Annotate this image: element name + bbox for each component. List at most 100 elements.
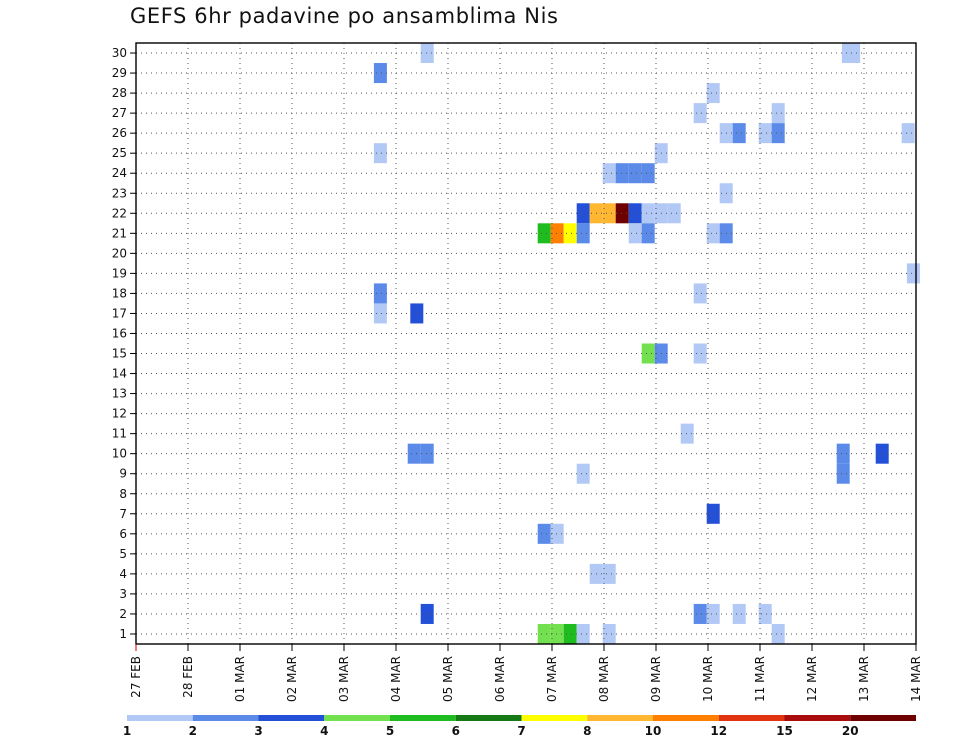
precip-cell [563,223,577,244]
legend-label: 3 [254,724,262,738]
x-tick-label: 08 MAR [597,656,611,702]
legend-swatch [455,715,522,721]
precip-cell [693,343,707,364]
y-tick-label: 28 [112,86,127,100]
legend-swatch [324,715,390,721]
precip-cell [420,603,434,624]
legend-label: 10 [645,724,662,738]
precip-cell [373,303,387,324]
y-tick-label: 4 [119,567,127,581]
precip-cell [706,603,720,624]
x-tick-label: 06 MAR [493,656,507,702]
legend-swatch [127,715,193,721]
plot-frame [135,42,917,645]
precip-cell [602,563,616,584]
precip-cell [641,163,655,184]
legend-swatch [521,715,588,721]
legend-swatch [784,715,851,721]
precip-cell [615,163,629,184]
legend-swatch [192,715,259,721]
precip-cell [373,283,387,304]
legend-swatch [718,715,785,721]
legend-swatch [390,715,456,721]
precip-cell [602,203,616,224]
precip-cell [901,123,915,144]
y-tick-label: 13 [112,387,127,401]
x-tick-label: 13 MAR [857,656,871,702]
precip-cell [615,203,629,224]
precip-cell [576,463,590,484]
y-tick-label: 27 [112,106,127,120]
precip-cell [550,623,564,644]
precip-cell [758,123,772,144]
y-tick-label: 6 [119,527,127,541]
x-tick-label: 10 MAR [701,656,715,702]
precip-cell [602,623,616,644]
precip-cell [693,603,707,624]
precip-cell [537,523,551,544]
legend-label: 7 [517,724,525,738]
y-tick-label: 5 [119,547,127,561]
y-tick-label: 29 [112,66,127,80]
y-tick-label: 22 [112,206,127,220]
y-tick-label: 30 [112,46,127,60]
legend-swatch [587,715,653,721]
legend-label: 15 [776,724,793,738]
y-tick-label: 26 [112,126,127,140]
x-tick-label: 07 MAR [545,656,559,702]
x-tick-label: 12 MAR [805,656,819,702]
precip-cell [847,43,861,64]
y-tick-label: 3 [119,587,127,601]
y-tick-label: 15 [112,347,127,361]
y-tick-label: 23 [112,186,127,200]
precip-cell [758,603,772,624]
precip-cell [537,223,551,244]
x-tick-label: 14 MAR [909,656,923,702]
legend-label: 12 [710,724,727,738]
y-tick-label: 16 [112,326,127,340]
precip-cell [732,603,746,624]
precip-cell [906,263,920,284]
y-tick-label: 24 [112,166,127,180]
legend-label: 20 [842,724,859,738]
precip-cell [732,123,746,144]
precip-cell [576,223,590,244]
y-tick-label: 20 [112,246,127,260]
precip-cell [628,203,642,224]
precip-cell [373,143,387,164]
precip-cell [420,43,434,64]
precip-cell [875,443,889,464]
precip-cell [706,83,720,104]
y-tick-label: 19 [112,266,127,280]
legend-label: 2 [189,724,197,738]
legend-label: 4 [320,724,328,738]
x-tick-label: 02 MAR [285,656,299,702]
precip-cell [836,443,850,464]
legend-label: 5 [386,724,394,738]
legend-swatch [653,715,719,721]
x-tick-label: 05 MAR [441,656,455,702]
y-tick-label: 7 [119,507,127,521]
y-tick-label: 10 [112,447,127,461]
x-tick-label: 27 FEB [129,656,143,698]
precip-cell [550,223,564,244]
precip-cell [706,503,720,524]
y-tick-label: 11 [112,427,127,441]
precip-cell [576,623,590,644]
x-tick-label: 28 FEB [181,656,195,698]
precip-cell [641,203,655,224]
precip-cell [628,163,642,184]
y-tick-label: 12 [112,407,127,421]
y-tick-label: 2 [119,607,127,621]
precip-cell [641,223,655,244]
precip-cell [771,623,785,644]
y-tick-label: 18 [112,286,127,300]
x-tick-label: 01 MAR [233,656,247,702]
x-tick-label: 03 MAR [337,656,351,702]
y-tick-label: 17 [112,306,127,320]
precip-cell [628,223,642,244]
precip-cell [602,163,616,184]
precip-cell [537,623,551,644]
legend-label: 8 [583,724,591,738]
